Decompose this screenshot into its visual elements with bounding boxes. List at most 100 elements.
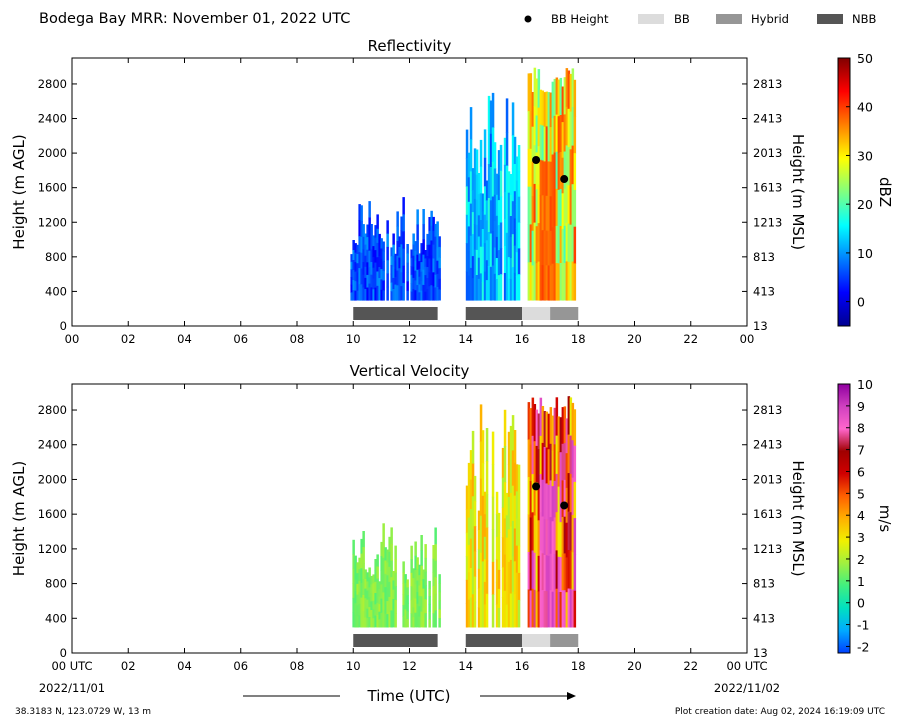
echo-cell [350, 261, 353, 270]
echo-cell [527, 514, 531, 553]
echo-cell [491, 594, 495, 628]
echo-cell [360, 252, 363, 269]
echo-cell [364, 277, 367, 290]
echo-cell [569, 473, 573, 513]
echo-cell [495, 194, 499, 217]
echo-cell [507, 464, 511, 498]
echo-cell [545, 519, 549, 556]
echo-cell [473, 224, 477, 250]
echo-cell [362, 236, 365, 250]
echo-cell [471, 278, 475, 301]
echo-cell [398, 257, 401, 269]
start-date-label: 2022/11/01 [39, 681, 105, 695]
echo-cell [513, 462, 517, 497]
echo-cell [491, 464, 495, 498]
echo-cell [376, 590, 379, 604]
colorbar-tick-label: 50 [857, 51, 873, 66]
echo-cell [386, 549, 389, 563]
echo-cell [569, 550, 573, 590]
echo-cell [354, 591, 357, 604]
echo-cell [469, 568, 473, 598]
echo-cell [543, 555, 547, 592]
echo-cell [416, 568, 419, 581]
echo-cell [491, 196, 495, 232]
y-tick-label: 2000 [38, 472, 67, 486]
echo-cell [430, 270, 433, 286]
echo-cell [475, 224, 479, 251]
echo-cell [531, 230, 535, 266]
echo-cell [529, 444, 533, 482]
echo-cell [553, 517, 557, 555]
echo-cell [378, 278, 381, 290]
echo-cell [565, 222, 569, 262]
echo-cell [555, 151, 559, 190]
echo-cell [501, 567, 505, 598]
echo-cell [378, 581, 381, 590]
echo-cell [406, 587, 409, 596]
echo-cell [402, 561, 405, 573]
echo-cell [515, 599, 519, 628]
echo-cell [374, 225, 377, 239]
echo-cell [432, 613, 435, 628]
echo-cell [473, 551, 477, 578]
y-right-tick-label: 1613 [753, 507, 782, 521]
echo-cell [513, 495, 517, 529]
echo-cell [366, 617, 369, 628]
echo-cell [561, 228, 565, 265]
echo-cell [527, 589, 531, 628]
echo-cell [551, 263, 555, 301]
echo-cell [573, 153, 577, 191]
echo-region [465, 92, 521, 301]
time-axis-label: Time (UTC) [367, 687, 451, 705]
echo-cell [410, 283, 413, 293]
echo-cell [481, 463, 485, 497]
echo-cell [545, 555, 549, 592]
echo-cell [547, 265, 551, 301]
echo-cell [378, 596, 381, 605]
echo-cell [527, 73, 531, 112]
echo-cell [509, 279, 513, 301]
echo-cell [428, 596, 431, 605]
echo-cell [414, 598, 417, 614]
colorbar-tick-label: -2 [857, 639, 869, 654]
echo-cell [493, 142, 497, 169]
y-tick-label: 400 [45, 284, 67, 298]
echo-cell [501, 597, 505, 628]
echo-cell [404, 609, 407, 619]
echo-cell [561, 122, 565, 159]
echo-cell [390, 577, 393, 595]
echo-cell [535, 445, 539, 483]
echo-cell [438, 591, 441, 602]
echo-cell [370, 224, 373, 238]
echo-cell [563, 188, 567, 227]
echo-cell [545, 195, 549, 231]
time-axis-arrowhead [567, 692, 576, 700]
echo-cell [505, 492, 509, 516]
end-date-label: 2022/11/02 [714, 681, 780, 695]
echo-cell [571, 222, 575, 262]
echo-cell [571, 514, 575, 553]
echo-cell [557, 591, 561, 628]
echo-cell [354, 555, 357, 568]
echo-cell [513, 430, 517, 464]
echo-cell [467, 517, 471, 546]
echo-cell [416, 239, 419, 256]
echo-cell [501, 537, 505, 568]
echo-cell [436, 247, 439, 262]
echo-cell [420, 262, 423, 273]
echo-cell [374, 275, 377, 289]
echo-cell [541, 195, 545, 231]
echo-cell [467, 152, 471, 178]
echo-cell [366, 572, 369, 582]
echo-cell [426, 233, 429, 246]
echo-cell [551, 450, 555, 487]
x-tick-label: 00 UTC [51, 659, 92, 673]
echo-cell [412, 578, 415, 589]
echo-cell [485, 560, 489, 595]
y-tick-label: 1200 [38, 542, 67, 556]
echo-cell [549, 407, 553, 445]
echo-cell [436, 260, 439, 275]
echo-cell [567, 70, 571, 110]
echo-cell [541, 553, 545, 591]
echo-cell [394, 613, 397, 628]
